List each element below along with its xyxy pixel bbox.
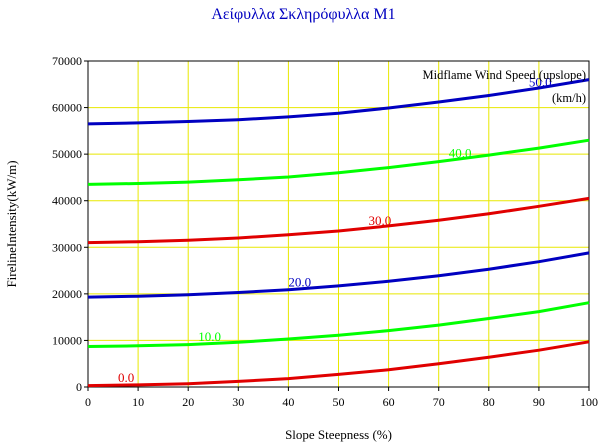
series-label-0.0: 0.0 xyxy=(118,370,134,385)
series-label-20.0: 20.0 xyxy=(288,275,311,290)
series-line-50.0 xyxy=(87,78,590,126)
x-tick-label: 10 xyxy=(132,395,144,409)
series-line-40.0 xyxy=(87,138,590,186)
x-tick-label: 0 xyxy=(85,395,91,409)
series-line-0.0 xyxy=(87,340,590,388)
x-tick-label: 90 xyxy=(533,395,545,409)
x-tick-label: 70 xyxy=(433,395,445,409)
x-tick-label: 50 xyxy=(333,395,345,409)
series-labels: 0.0 10.0 20.0 30.0 40.0 50.0 xyxy=(118,75,552,386)
series-line-30.0 xyxy=(87,196,590,245)
series-line-20.0 xyxy=(87,251,590,299)
y-tick-label: 0 xyxy=(76,380,82,394)
series-lines xyxy=(87,78,590,388)
grid xyxy=(88,61,589,387)
chart-title: Αείφυλλα Σκληρόφυλλα M1 xyxy=(211,6,396,23)
y-tick-label: 70000 xyxy=(52,54,82,68)
x-tick-label: 20 xyxy=(182,395,194,409)
y-tick-label: 20000 xyxy=(52,287,82,301)
x-tick-label: 30 xyxy=(232,395,244,409)
series-line-10.0 xyxy=(87,301,590,348)
y-tick-label: 30000 xyxy=(52,240,82,254)
series-label-40.0: 40.0 xyxy=(449,145,472,160)
y-tick-label: 40000 xyxy=(52,194,82,208)
x-tick-label: 40 xyxy=(282,395,294,409)
y-tick-label: 50000 xyxy=(52,147,82,161)
x-tick-label: 80 xyxy=(483,395,495,409)
legend-unit: (km/h) xyxy=(552,91,586,105)
x-axis-label: Slope Steepness (%) xyxy=(285,427,392,442)
y-tick-label: 10000 xyxy=(52,333,82,347)
series-label-10.0: 10.0 xyxy=(198,329,221,344)
y-tick-label: 60000 xyxy=(52,101,82,115)
x-tick-label: 100 xyxy=(580,395,598,409)
y-axis-label: FirelineIntensity(kW/m) xyxy=(4,160,19,287)
x-tick-label: 60 xyxy=(383,395,395,409)
legend-title: Midflame Wind Speed (upslope) xyxy=(423,68,586,82)
series-label-50.0: 50.0 xyxy=(529,75,552,90)
axis-ticks: 0 10 20 30 40 50 60 70 80 90 100 0 10000 20000 30000 40… xyxy=(52,54,598,409)
series-label-30.0: 30.0 xyxy=(369,213,392,228)
